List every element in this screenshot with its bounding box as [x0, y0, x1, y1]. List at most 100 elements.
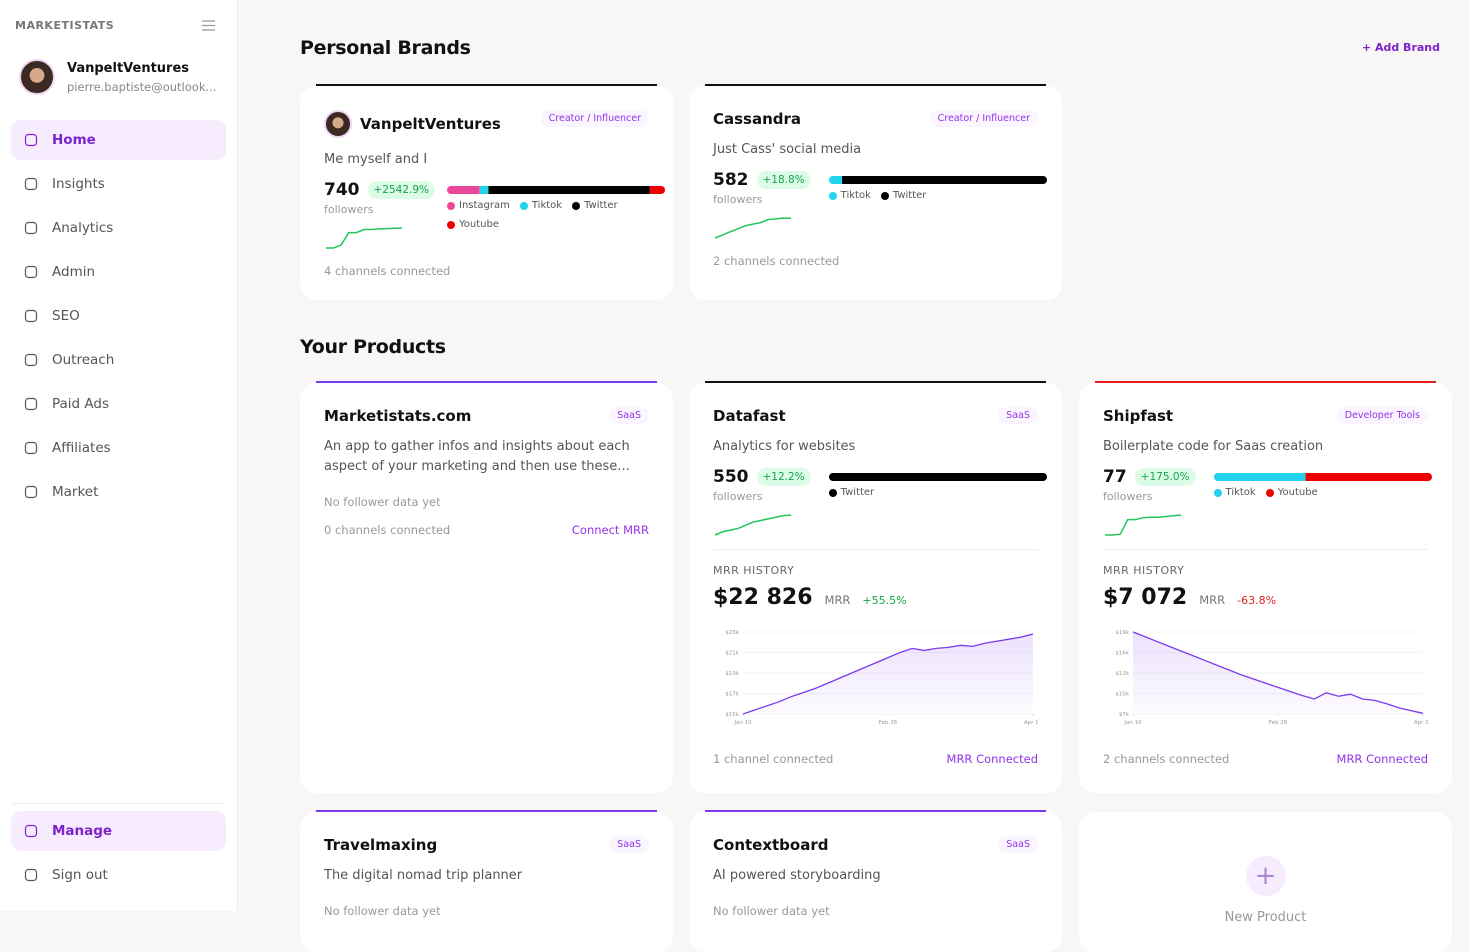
- icon-shape: [24, 868, 38, 882]
- tag: Creator / Influencer: [929, 110, 1038, 127]
- mrr-action[interactable]: MRR Connected: [1336, 752, 1428, 766]
- x-tick-label: Feb 26: [879, 720, 898, 726]
- tag: Creator / Influencer: [540, 110, 649, 127]
- nav-label: Home: [52, 132, 96, 148]
- legend-label: Tiktok: [1225, 487, 1256, 498]
- channels: Tiktok Twitter: [828, 170, 1047, 240]
- channel-segment: [1305, 473, 1432, 481]
- channels-connected: 4 channels connected: [324, 264, 451, 278]
- nav-label: Outreach: [52, 352, 115, 368]
- tag: Developer Tools: [1336, 407, 1428, 424]
- section-title: Personal Brands: [300, 37, 471, 59]
- nav-item[interactable]: Home: [11, 120, 226, 160]
- channels: Twitter: [828, 467, 1047, 537]
- channels: Tiktok Youtube: [1213, 467, 1432, 537]
- nav-item[interactable]: Affiliates: [11, 428, 226, 468]
- y-tick-label: $15k: [725, 712, 739, 718]
- card[interactable]: Shipfast Developer Tools Boilerplate code …: [1079, 381, 1452, 793]
- mrr-row: $7 072 MRR -63.8%: [1103, 585, 1428, 610]
- channel-segment: [447, 186, 480, 194]
- x-tick-label: Jan 10: [1123, 720, 1142, 726]
- nav-item[interactable]: Admin: [11, 252, 226, 292]
- followers-count: 77: [1103, 467, 1127, 487]
- channel-bar: [447, 186, 665, 194]
- page: MARKETISTATS VanpeltVentures pierre.bapt…: [11, 0, 1452, 925]
- card-footer: 4 channels connected: [324, 264, 649, 278]
- nav-item[interactable]: SEO: [11, 296, 226, 336]
- card[interactable]: Marketistats.com SaaS An app to gather inf…: [300, 381, 673, 793]
- sparkline: [714, 514, 792, 536]
- bottom-nav: Manage Sign out: [11, 811, 226, 899]
- sparkline-line: [714, 514, 792, 536]
- stats: 582 +18.8% followers Tiktok Twitter: [713, 170, 1047, 240]
- channel-segment: [828, 473, 1047, 481]
- card[interactable]: Contextboard SaaS AI powered storyboarding…: [689, 810, 1062, 952]
- card[interactable]: Travelmaxing SaaS The digital nomad trip p…: [300, 810, 673, 952]
- menu-button[interactable]: [202, 20, 215, 31]
- card-accent: [705, 810, 1046, 812]
- followers-label: followers: [324, 203, 374, 216]
- user-email: pierre.baptiste@outlook...: [67, 79, 217, 94]
- legend: Twitter: [828, 487, 1047, 498]
- new-product[interactable]: + New Product: [1079, 812, 1452, 952]
- nav-item[interactable]: Outreach: [11, 340, 226, 380]
- add-brand[interactable]: + Add Brand: [1361, 41, 1440, 54]
- legend-label: Youtube: [459, 219, 499, 230]
- legend-item: Tiktok: [1213, 487, 1256, 498]
- card-accent: [705, 381, 1046, 383]
- card-header: Cassandra Creator / Influencer: [713, 110, 1038, 128]
- nav-icon: [24, 265, 38, 279]
- segments: [828, 176, 1047, 184]
- mrr-action[interactable]: MRR Connected: [946, 752, 1038, 766]
- nav-icon: [24, 485, 38, 499]
- channel-bar: [828, 473, 1047, 481]
- nav-item[interactable]: Manage: [11, 811, 226, 851]
- channel-segment: [488, 186, 650, 194]
- card-name: Cassandra: [713, 110, 802, 128]
- nav-item[interactable]: Paid Ads: [11, 384, 226, 424]
- legend-dot: [880, 191, 889, 200]
- mrr-action[interactable]: Connect MRR: [571, 523, 649, 537]
- y-tick-label: $17k: [725, 692, 739, 698]
- icon-shape: [24, 177, 38, 191]
- channel-segment: [479, 186, 489, 194]
- card-title: VanpeltVentures: [324, 110, 501, 138]
- nav-item[interactable]: Sign out: [11, 855, 226, 895]
- user[interactable]: VanpeltVentures pierre.baptiste@outlook.…: [19, 59, 216, 95]
- mrr-line: [742, 633, 1034, 715]
- new-product-label: New Product: [1224, 910, 1307, 925]
- description: The digital nomad trip planner: [324, 868, 523, 883]
- description: An app to gather infos and insights abou…: [324, 439, 630, 474]
- mrr: MRR HISTORY $7 072 MRR -63.8% $7k $10k $13k $16…: [1103, 549, 1428, 736]
- card-header: Contextboard SaaS: [713, 836, 1038, 854]
- nav-icon: [24, 133, 38, 147]
- y-tick-label: $16k: [1115, 651, 1129, 657]
- channel-segment: [1213, 473, 1306, 481]
- icon-shape: [24, 133, 38, 147]
- legend-item: Tiktok: [828, 190, 871, 201]
- card-title: Contextboard: [713, 836, 828, 854]
- legend-label: Twitter: [840, 487, 875, 498]
- y-tick-label: $21k: [725, 651, 739, 657]
- card-footer: 2 channels connected MRR Connected: [1103, 752, 1428, 766]
- card-accent: [316, 381, 657, 383]
- sparkline: [326, 227, 403, 249]
- nav-item[interactable]: Insights: [11, 164, 226, 204]
- card[interactable]: Cassandra Creator / Influencer Just Cass' …: [689, 84, 1062, 300]
- nav-item[interactable]: Analytics: [11, 208, 226, 248]
- stats: 77 +175.0% followers Tiktok Youtube: [1103, 467, 1432, 537]
- description: Analytics for websites: [713, 439, 856, 454]
- nav-icon: [24, 868, 38, 882]
- legend-item: Tiktok: [519, 200, 562, 211]
- card-name: Marketistats.com: [324, 407, 472, 425]
- nav-label: Market: [52, 484, 99, 500]
- mrr-change: -63.8%: [1237, 594, 1277, 607]
- channel-segment: [841, 176, 1047, 184]
- card[interactable]: Datafast SaaS Analytics for websites 550 +12…: [689, 381, 1062, 793]
- card-header: Travelmaxing SaaS: [324, 836, 649, 854]
- y-tick-label: $10k: [1115, 692, 1129, 698]
- y-tick-label: $19k: [725, 671, 739, 677]
- card[interactable]: VanpeltVentures Creator / Influencer Me my…: [300, 84, 673, 300]
- card-accent: [316, 810, 657, 812]
- nav-item[interactable]: Market: [11, 472, 226, 512]
